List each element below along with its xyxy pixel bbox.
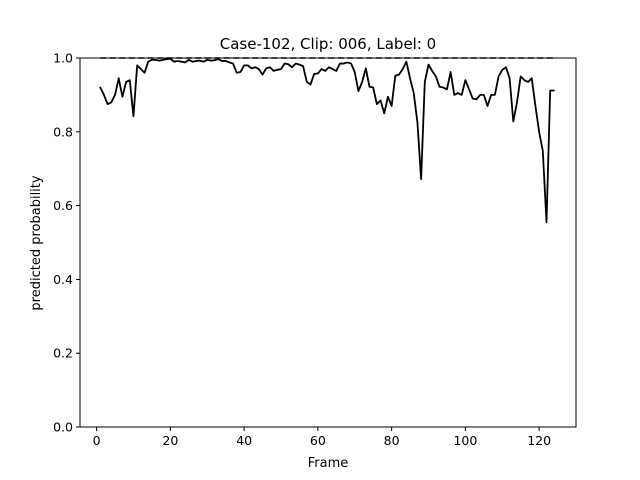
y-tick-label: 1.0 xyxy=(53,51,73,66)
y-tick-label: 0.4 xyxy=(53,272,73,287)
axes: 0 20 40 60 80 100 120 0.0 0.2 0.4 0.6 0.8 1.0 xyxy=(53,51,577,448)
y-tick-label: 0.8 xyxy=(53,124,73,139)
y-tick-label: 0.0 xyxy=(53,420,73,435)
x-tick-label: 60 xyxy=(310,433,326,448)
series-group xyxy=(99,57,555,224)
x-tick-label: 40 xyxy=(236,433,252,448)
axes-frame xyxy=(79,57,577,428)
x-tick-label: 0 xyxy=(93,433,101,448)
y-axis-label: predicted probability xyxy=(29,175,44,310)
y-tick-label: 0.6 xyxy=(53,198,73,213)
x-tick-label: 20 xyxy=(162,433,178,448)
x-tick-label: 120 xyxy=(527,433,551,448)
x-axis-label: Frame xyxy=(308,456,349,471)
y-tick-label: 0.2 xyxy=(53,346,73,361)
chart-title: Case-102, Clip: 006, Label: 0 xyxy=(220,35,436,53)
series-line-0 xyxy=(99,57,555,224)
x-tick-label: 100 xyxy=(453,433,477,448)
x-tick-label: 80 xyxy=(384,433,400,448)
